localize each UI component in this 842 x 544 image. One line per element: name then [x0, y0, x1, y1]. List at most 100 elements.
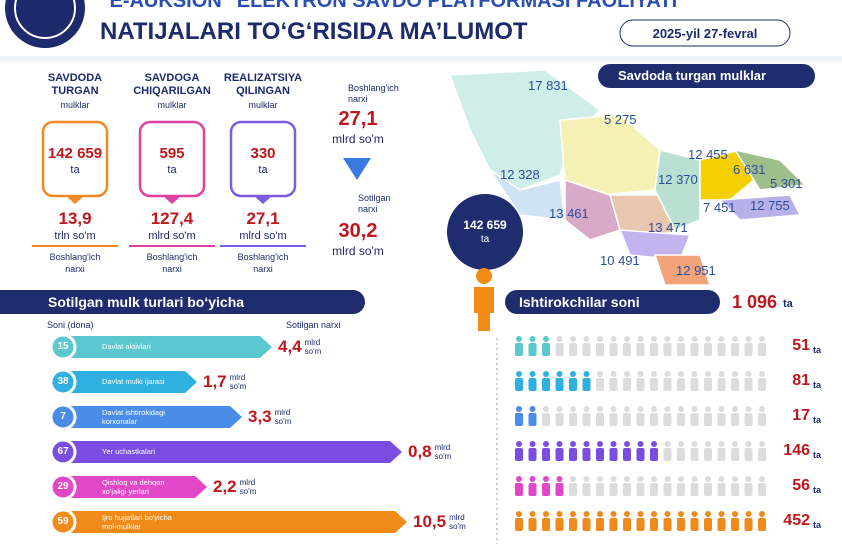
person-icon-head: [691, 511, 698, 517]
person-icon-head: [691, 371, 698, 377]
person-icon-head: [610, 476, 617, 482]
type-label: Qishloq va dehqon: [102, 477, 165, 487]
person-icon-head: [516, 441, 522, 447]
region-value: 12 370: [658, 172, 698, 187]
person-icon-head: [664, 441, 671, 447]
person-icon-body: [542, 448, 550, 461]
person-icon-head: [570, 336, 576, 342]
count-circle: [49, 368, 77, 396]
region-value: 12 755: [750, 198, 790, 213]
person-icon-body: [555, 483, 564, 496]
type-bar: [70, 476, 195, 498]
person-icon-body: [690, 413, 699, 426]
person-icon-body: [731, 448, 739, 461]
person-icon-body: [636, 518, 645, 531]
person-icon-head: [664, 336, 671, 342]
person-icon-head: [556, 336, 563, 342]
type-price-unit: so'm: [239, 487, 257, 496]
participant-count: 146: [783, 442, 810, 459]
start-unit: mlrd so'm: [332, 132, 384, 146]
person-icon-head: [718, 511, 725, 517]
person-icon-body: [596, 413, 604, 426]
map: [448, 69, 807, 286]
participant-unit: ta: [813, 345, 822, 355]
stat-price: 127,4: [150, 209, 194, 228]
person-icon-body: [569, 343, 577, 356]
person-icon-body: [731, 483, 739, 496]
person-icon-head: [745, 441, 752, 447]
person-icon-body: [704, 448, 712, 461]
person-icon-body: [717, 378, 726, 391]
person-icon-head: [543, 476, 549, 482]
person-icon-head: [610, 371, 617, 377]
count-circle: [49, 333, 77, 361]
person-icon-body: [744, 483, 753, 496]
person: [474, 268, 494, 331]
person-icon-head: [705, 511, 711, 517]
person-icon-head: [610, 406, 617, 412]
top-line: "E-AUKSION" ELEKTRON SAVDO PLATFORMASI F…: [100, 0, 678, 12]
person-icon-head: [651, 476, 657, 482]
stat-heading: QILINGAN: [236, 85, 290, 97]
person-icon-body: [650, 483, 658, 496]
person-icon-body: [596, 343, 604, 356]
person-icon-head: [583, 406, 590, 412]
person-icon-head: [651, 441, 657, 447]
person-icon-body: [758, 448, 766, 461]
person-icon-body: [650, 343, 658, 356]
person-icon-body: [555, 448, 564, 461]
person-icon-body: [663, 518, 672, 531]
date-box: [619, 19, 791, 47]
person-icon-head: [610, 336, 617, 342]
person-icon-head: [597, 406, 603, 412]
type-count: 29: [57, 481, 69, 492]
type-count: 67: [57, 446, 69, 457]
logo: [5, 0, 85, 48]
region-value: 12 328: [500, 167, 540, 182]
person-icon-head: [556, 511, 563, 517]
person-icon-head: [718, 476, 725, 482]
person-icon-body: [758, 343, 766, 356]
type-bar-tip: [195, 476, 207, 498]
type-bar-tip: [395, 511, 407, 533]
stat-heading: CHIQARILGAN: [133, 85, 211, 97]
stat-unit: mulklar: [157, 100, 187, 110]
person-icon-head: [570, 511, 576, 517]
stat-box-tip: [253, 195, 273, 204]
person-icon-body: [528, 413, 537, 426]
type-label: Davlat ishtirokidagi: [102, 407, 165, 417]
person-icon-head: [664, 476, 671, 482]
region-value: 7 451: [703, 200, 736, 215]
stat-heading: SAVDOGA: [144, 72, 200, 84]
person-icon-head: [556, 441, 563, 447]
person-icon-body: [542, 518, 550, 531]
person-icon-body: [636, 448, 645, 461]
type-label: korxonalar: [102, 416, 138, 426]
person-icon-body: [596, 518, 604, 531]
person-icon-head: [718, 406, 725, 412]
stat-heading: REALIZATSIYA: [223, 72, 303, 84]
person-icon-body: [528, 448, 537, 461]
participant-count: 17: [792, 407, 810, 424]
person-icon-head: [745, 511, 752, 517]
person-icon-body: [636, 483, 645, 496]
person-icon-body: [690, 518, 699, 531]
person-icon-head: [583, 441, 590, 447]
person-icon-body: [758, 378, 766, 391]
type-label: Davlat aktivlari: [102, 342, 151, 351]
person-icon-body: [569, 483, 577, 496]
person-icon-body: [528, 483, 537, 496]
stat-box-tip: [162, 195, 182, 204]
stat-price-label: Boshlang'ich: [237, 252, 289, 262]
person-icon-body: [582, 378, 591, 391]
person-icon-head: [759, 406, 765, 412]
person-icon-head: [678, 441, 684, 447]
person-icon-body: [542, 378, 550, 391]
person-icon-head: [691, 406, 698, 412]
type-price-unit: so'm: [229, 382, 247, 391]
person-icon-head: [651, 511, 657, 517]
person-icon-head: [637, 476, 644, 482]
person-icon-body: [515, 483, 523, 496]
person-icon-head: [516, 371, 522, 377]
type-bar: [70, 441, 390, 463]
